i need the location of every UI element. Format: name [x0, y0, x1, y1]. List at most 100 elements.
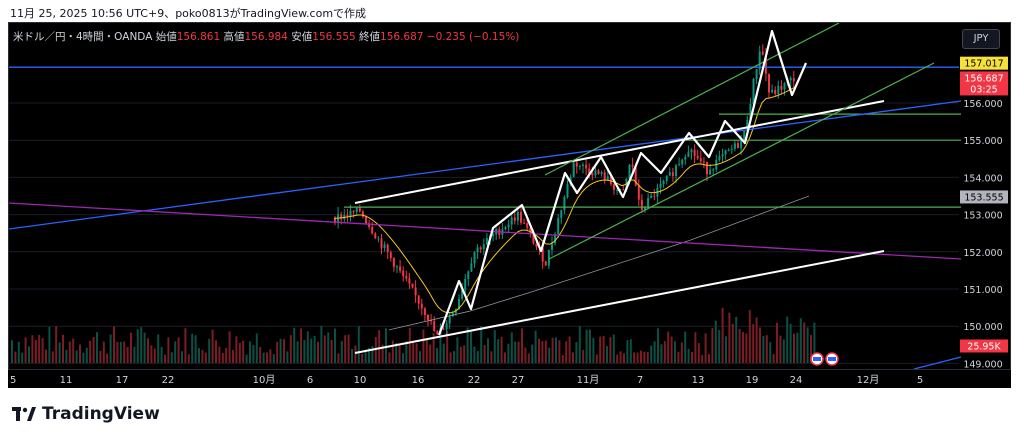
chart-caption: 11月 25, 2025 10:56 UTC+9、poko0813がTradin…: [10, 7, 367, 20]
volume-bar: [680, 342, 683, 363]
volume-bar: [272, 354, 275, 363]
high-label: 高値: [223, 31, 245, 43]
volume-bar: [68, 341, 71, 363]
volume-bar: [595, 354, 598, 363]
candle-body: [566, 184, 569, 198]
candle-body: [557, 218, 560, 235]
volume-bar: [524, 347, 527, 363]
volume-bar: [340, 340, 343, 363]
blue-trendline-lower: [913, 356, 962, 369]
price-tag-volume: 25.95K: [967, 342, 1001, 353]
volume-bar: [755, 317, 758, 363]
volume-bar: [646, 351, 649, 363]
volume-bar: [126, 347, 129, 363]
high-value: 156.984: [244, 31, 288, 43]
candle-body: [464, 279, 467, 290]
candle-body: [448, 316, 451, 324]
volume-bar: [606, 346, 608, 363]
time-axis-label-1: 11: [60, 375, 73, 386]
volume-bar: [531, 344, 534, 363]
candle-body: [771, 89, 774, 93]
open-value: 156.861: [176, 31, 221, 43]
candle-body: [337, 214, 340, 223]
volume-bar: [548, 347, 551, 363]
close-label: 終値: [359, 31, 381, 43]
candle-body: [560, 210, 563, 219]
volume-bar: [762, 335, 765, 363]
candle-body: [507, 224, 510, 228]
volume-bar: [109, 334, 112, 363]
candle-body: [709, 169, 712, 175]
volume-bar: [500, 336, 503, 363]
candle-body: [684, 156, 687, 160]
volume-bar: [211, 329, 214, 363]
volume-bar: [75, 350, 78, 363]
volume-bar: [242, 340, 245, 363]
candle-body: [523, 222, 526, 224]
currency-button[interactable]: JPY: [962, 29, 1000, 49]
volume-bar: [320, 325, 323, 363]
candle-body: [482, 244, 485, 250]
time-axis-label-16: 5: [917, 375, 923, 386]
volume-bar: [487, 338, 489, 363]
candle-body: [637, 185, 640, 200]
volume-bar: [99, 350, 102, 363]
volume-bar: [208, 338, 211, 363]
candle-body: [588, 168, 591, 174]
volume-bar: [45, 349, 47, 363]
candle-body: [380, 238, 383, 248]
volume-bar: [157, 334, 160, 363]
candle-body: [399, 266, 402, 271]
candle-body: [479, 247, 482, 250]
volume-bar: [378, 330, 381, 363]
price-tag-countdown: 03:25: [970, 84, 997, 95]
volume-bar: [735, 316, 738, 363]
volume-bar: [629, 339, 632, 363]
volume-bar: [521, 328, 523, 363]
volume-bar: [657, 328, 659, 363]
volume-bar: [510, 332, 513, 363]
candle-body: [622, 189, 625, 191]
volume-bar: [368, 348, 370, 363]
volume-bar: [592, 337, 595, 363]
volume-bar: [769, 342, 772, 363]
volume-bar: [701, 354, 704, 363]
chart-frame[interactable]: 156.000 155.000 154.000 153.000 152.000 151.0…: [8, 22, 1011, 370]
tradingview-logo-icon: [12, 407, 36, 421]
candle-body: [532, 232, 535, 244]
volume-bar: [813, 322, 816, 363]
candle-body: [671, 172, 674, 176]
volume-bar: [514, 341, 517, 363]
candle-body: [417, 295, 420, 304]
candle-body: [755, 69, 758, 80]
volume-bar: [136, 329, 139, 363]
volume-bar: [425, 338, 428, 363]
candle-body: [541, 247, 544, 262]
volume-bar: [738, 328, 741, 363]
volume-bar: [279, 338, 282, 363]
volume-bar: [259, 346, 262, 363]
candle-body: [724, 150, 727, 155]
time-axis-label-9: 27: [512, 375, 525, 386]
price-tag-volume-bg: [960, 339, 1008, 353]
volume-bar: [806, 327, 809, 363]
candle-body: [423, 308, 426, 316]
volume-bar: [303, 340, 306, 363]
time-axis[interactable]: 5 11 17 22 10月 6 10 16 22 27 11月 7 13 19 24 12月 5: [8, 370, 1011, 388]
volume-bar: [476, 351, 479, 363]
candle-body: [334, 218, 336, 223]
volume-bar: [296, 341, 299, 363]
volume-bar: [361, 353, 364, 363]
volume-bar: [357, 326, 360, 363]
volume-bar: [11, 340, 13, 363]
volume-bar: [432, 333, 435, 363]
volume-bar: [123, 341, 126, 363]
candle-body: [389, 252, 392, 259]
candle-body: [458, 298, 460, 310]
volume-bar: [252, 344, 255, 363]
candle-body: [783, 82, 786, 90]
price-chart[interactable]: 156.000 155.000 154.000 153.000 152.000 151.0…: [9, 23, 1010, 369]
volume-bar: [85, 347, 88, 363]
volume-bar: [218, 346, 221, 363]
volume-bar: [497, 339, 500, 363]
